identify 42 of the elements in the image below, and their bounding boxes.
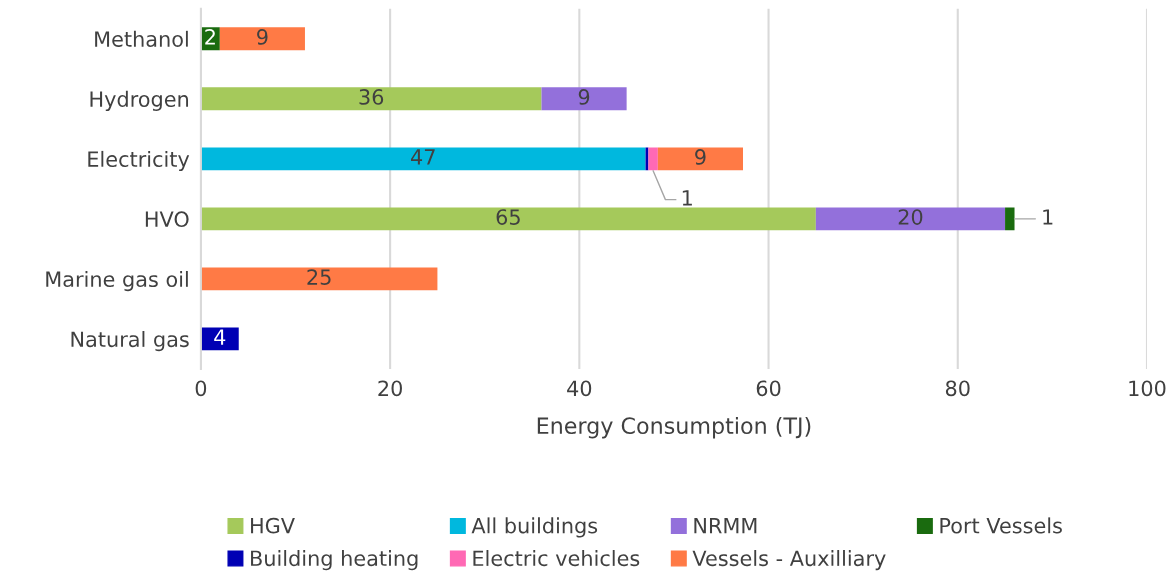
legend-label: NRMM (694, 518, 757, 534)
legend-label: Electric vehicles (473, 550, 640, 567)
bar (648, 147, 658, 171)
x-tick-label: 60 (756, 380, 781, 397)
data-label: 20 (898, 209, 923, 225)
bar (219, 27, 305, 51)
legend-label: All buildings (471, 517, 598, 538)
x-tick-label: 100 (1129, 380, 1166, 397)
data-label: 36 (359, 89, 384, 105)
legend-label: Vessels - Auxilliary (692, 550, 886, 571)
y-tick-label: Natural gas (71, 331, 189, 352)
bar (657, 147, 743, 171)
bar (541, 87, 627, 111)
legend-label: Building heating (251, 550, 418, 571)
data-label: 47 (410, 149, 435, 165)
data-label: 2 (205, 29, 215, 45)
data-label: 4 (214, 329, 226, 345)
bar (200, 267, 438, 291)
data-label: 9 (257, 29, 268, 45)
bar (815, 207, 1006, 231)
x-tick-label: 80 (945, 380, 970, 397)
y-tick-label: Hydrogen (90, 90, 189, 112)
data-label: 25 (307, 269, 331, 285)
bar (1005, 207, 1015, 231)
bar (200, 207, 816, 231)
bar (200, 87, 542, 111)
bar (200, 147, 646, 171)
data-label: 1 (1043, 209, 1053, 225)
y-tick-label: Marine gas oil (46, 270, 188, 292)
x-tick-label: 40 (567, 380, 592, 397)
y-tick-label: Electricity (88, 150, 190, 172)
legend-label: Port Vessels (940, 517, 1062, 534)
x-tick-label: 0 (195, 380, 207, 397)
y-tick-label: HVO (145, 211, 189, 228)
x-axis-title: Energy Consumption (TJ) (537, 416, 811, 439)
data-label: 9 (578, 89, 590, 105)
legend-label: HGV (251, 517, 295, 534)
data-label: 65 (496, 209, 520, 225)
x-tick-label: 20 (378, 380, 402, 397)
data-label: 9 (695, 149, 706, 165)
y-tick-label: Methanol (95, 30, 188, 47)
data-label: 1 (682, 190, 692, 206)
